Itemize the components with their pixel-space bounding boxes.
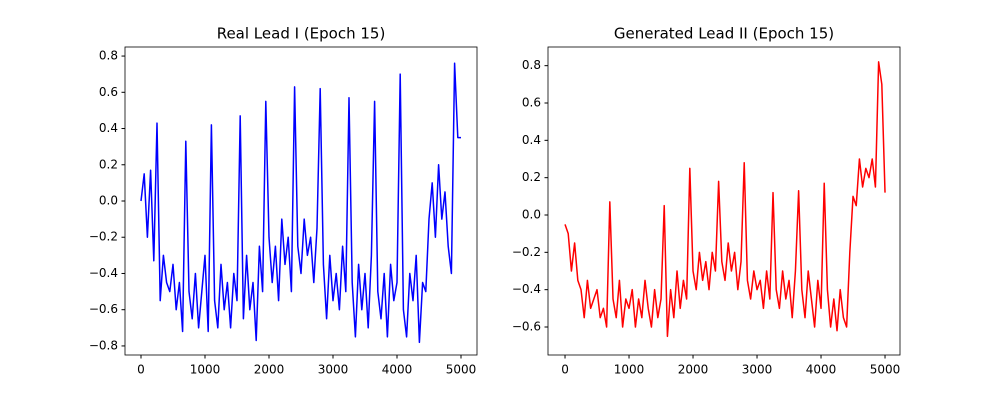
x-tick-label: 3000 <box>742 363 773 377</box>
x-tick-label: 5000 <box>446 363 477 377</box>
y-tick-label: 0.2 <box>522 170 541 184</box>
y-tick-label: 0.4 <box>522 133 541 147</box>
x-tick-label: 2000 <box>254 363 285 377</box>
y-tick-label: 0.8 <box>522 58 541 72</box>
y-tick-label: 0.8 <box>99 49 118 63</box>
y-tick-label: 0.0 <box>99 194 118 208</box>
x-tick-label: 0 <box>561 363 569 377</box>
x-tick-label: 1000 <box>190 363 221 377</box>
x-tick-label: 2000 <box>678 363 709 377</box>
y-tick-label: −0.2 <box>89 230 118 244</box>
axes-frame <box>547 46 901 356</box>
y-tick-label: 0.0 <box>522 208 541 222</box>
chart-title: Real Lead I (Epoch 15) <box>217 25 386 43</box>
y-tick-label: −0.2 <box>512 245 541 259</box>
axes-frame <box>124 46 478 356</box>
y-tick-label: −0.4 <box>89 266 118 280</box>
y-tick-label: 0.2 <box>99 157 118 171</box>
y-tick-label: 0.4 <box>99 121 118 135</box>
signal-line <box>564 61 886 338</box>
y-tick-label: 0.6 <box>99 85 118 99</box>
x-tick-label: 3000 <box>318 363 349 377</box>
y-tick-label: −0.6 <box>512 320 541 334</box>
signal-line <box>140 62 461 344</box>
y-tick-label: −0.8 <box>89 338 118 352</box>
y-tick-label: −0.4 <box>512 282 541 296</box>
x-tick-label: 1000 <box>614 363 645 377</box>
x-tick-label: 5000 <box>870 363 901 377</box>
x-tick-label: 4000 <box>806 363 837 377</box>
y-tick-label: 0.6 <box>522 96 541 110</box>
y-tick-label: −0.6 <box>89 302 118 316</box>
chart-title: Generated Lead II (Epoch 15) <box>614 25 834 43</box>
x-tick-label: 0 <box>137 363 145 377</box>
x-tick-label: 4000 <box>382 363 413 377</box>
